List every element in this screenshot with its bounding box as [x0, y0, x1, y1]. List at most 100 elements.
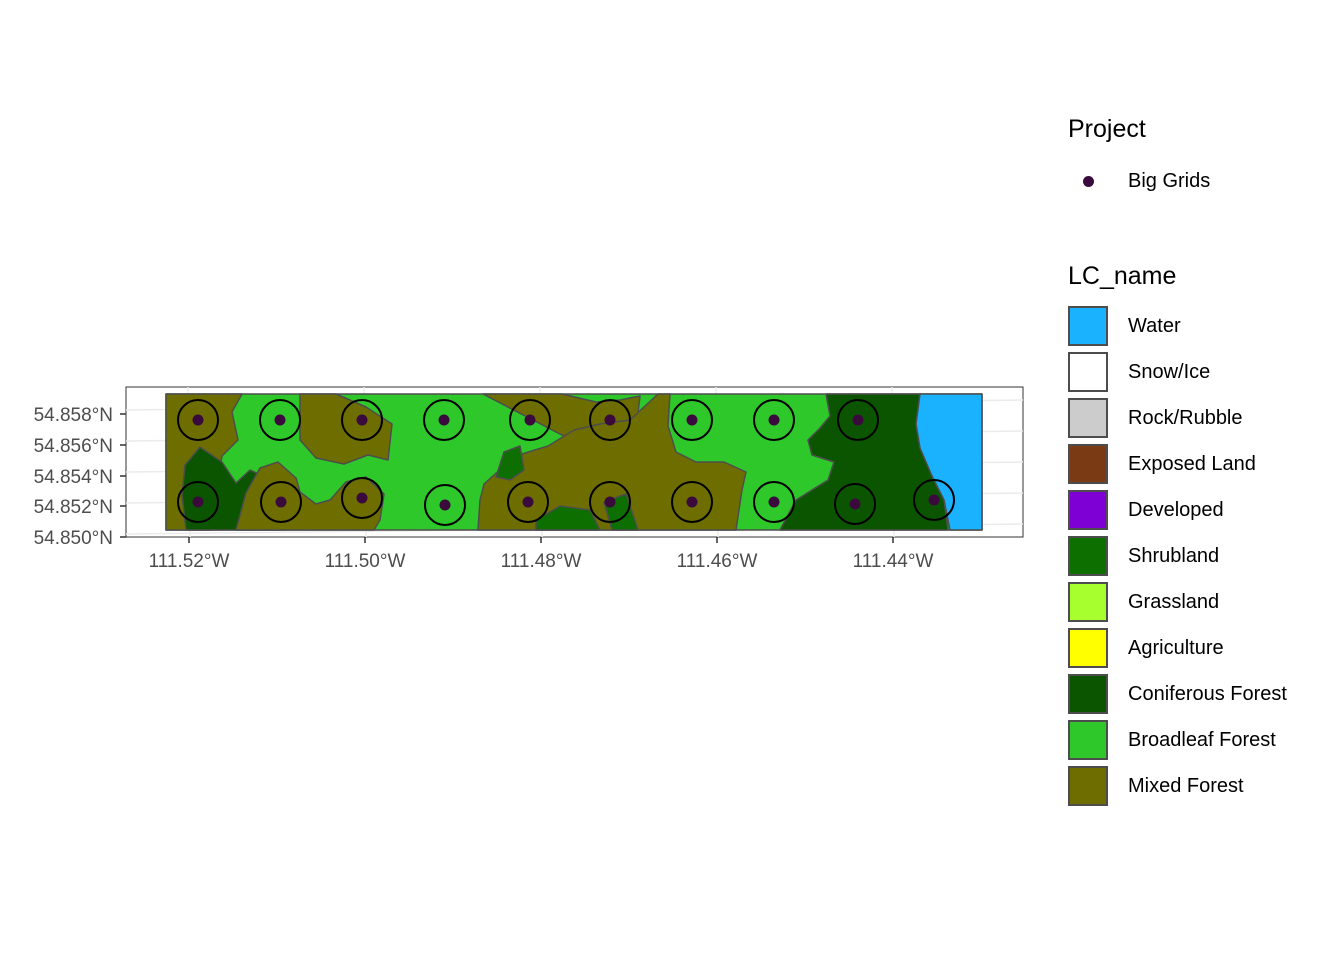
y-tick-label: 54.858°N	[34, 405, 113, 426]
grid-buffer-circle	[424, 484, 466, 526]
lc-mixed-north-1	[299, 393, 393, 465]
legend-land-cover: LC_name Water Snow/Ice Rock/Rubble Exposed …	[1068, 261, 1287, 809]
legend-lc-swatch	[1068, 628, 1108, 668]
lc-shrubland-2	[535, 505, 601, 531]
legend-lc-label: Rock/Rubble	[1128, 406, 1243, 429]
grid-point	[524, 414, 536, 426]
grid-buffer-circle	[341, 477, 383, 519]
grid-buffer-circle	[259, 399, 301, 441]
legend-lc-item: Developed	[1068, 487, 1287, 533]
grid-point	[356, 414, 368, 426]
grid-buffer-circle	[834, 483, 876, 525]
legend-lc-item: Agriculture	[1068, 625, 1287, 671]
y-tick-label: 54.856°N	[34, 436, 113, 457]
grid-buffer-circle	[671, 399, 713, 441]
grid-buffer-circle	[589, 481, 631, 523]
grid-buffer-circle	[913, 479, 955, 521]
legend-lc-swatch	[1068, 720, 1108, 760]
x-tick-label: 111.50°W	[325, 551, 406, 572]
legend-lc-title: LC_name	[1068, 262, 1177, 290]
y-tick-label: 54.850°N	[34, 528, 113, 549]
grid-point	[686, 414, 698, 426]
legend-lc-swatch	[1068, 398, 1108, 438]
x-tick-label: 111.52°W	[149, 551, 230, 572]
grid-buffer-circle	[507, 481, 549, 523]
grid-buffer-circle	[671, 481, 713, 523]
grid-buffer-circle	[837, 399, 879, 441]
x-axis: 111.52°W 111.50°W 111.48°W 111.46°W 111.44°W	[149, 537, 934, 572]
points-layer	[177, 399, 955, 526]
grid-buffer-circle	[177, 481, 219, 523]
legend-project-item: Big Grids	[1068, 158, 1210, 204]
legend-lc-label: Snow/Ice	[1128, 360, 1211, 383]
lc-water	[915, 393, 983, 531]
grid-point	[686, 496, 698, 508]
legend-lc-swatch	[1068, 444, 1108, 484]
y-axis: 54.850°N 54.852°N 54.854°N 54.856°N 54.858°N	[34, 405, 126, 549]
legend-lc-swatch	[1068, 536, 1108, 576]
legend-lc-label: Water	[1128, 314, 1181, 337]
grid-buffer-circle	[589, 399, 631, 441]
x-tick-label: 111.46°W	[677, 551, 758, 572]
lc-mixed-sw	[235, 461, 385, 531]
grid-point	[849, 498, 861, 510]
x-tick-label: 111.48°W	[501, 551, 582, 572]
grid-buffer-circle	[753, 399, 795, 441]
legend-lc-swatch	[1068, 582, 1108, 622]
legend-lc-label: Broadleaf Forest	[1128, 728, 1276, 751]
legend-lc-item: Rock/Rubble	[1068, 395, 1287, 441]
grid-buffer-circle	[341, 399, 383, 441]
grid-point	[438, 414, 450, 426]
grid-buffer-circle	[423, 399, 465, 441]
legend-lc-label: Developed	[1128, 498, 1224, 521]
grid-point	[604, 414, 616, 426]
y-tick-label: 54.852°N	[34, 497, 113, 518]
legend-lc-item: Grassland	[1068, 579, 1287, 625]
point-legend-dot	[1082, 175, 1094, 187]
grid-point	[439, 499, 451, 511]
grid-point	[768, 414, 780, 426]
grid-buffer-circle	[509, 399, 551, 441]
legend-lc-label: Agriculture	[1128, 636, 1224, 659]
legend-lc-label: Shrubland	[1128, 544, 1220, 567]
legend-project-title: Project	[1068, 115, 1146, 143]
grid-buffer-circle	[260, 481, 302, 523]
legend-lc-item: Water	[1068, 303, 1287, 349]
legend-lc-item: Mixed Forest	[1068, 763, 1287, 809]
legend-lc-label: Grassland	[1128, 590, 1220, 613]
legend-lc-label: Mixed Forest	[1128, 774, 1244, 797]
legend-lc-swatch	[1068, 490, 1108, 530]
grid-point	[604, 496, 616, 508]
grid-point	[192, 496, 204, 508]
grid-point	[852, 414, 864, 426]
legend-project-label: Big Grids	[1128, 169, 1211, 192]
grid-point	[356, 492, 368, 504]
legend-lc-label: Coniferous Forest	[1128, 682, 1287, 705]
grid-point	[928, 494, 940, 506]
x-tick-label: 111.44°W	[853, 551, 934, 572]
point-legend-key	[1068, 161, 1108, 201]
lc-shrubland-1	[495, 445, 525, 481]
grid-point	[768, 496, 780, 508]
legend-lc-swatch	[1068, 352, 1108, 392]
legend-lc-swatch	[1068, 306, 1108, 346]
land-cover-layer	[165, 393, 983, 531]
y-tick-label: 54.854°N	[34, 467, 113, 488]
legend-lc-swatch	[1068, 674, 1108, 714]
legend-lc-item: Shrubland	[1068, 533, 1287, 579]
legend-lc-swatch	[1068, 766, 1108, 806]
grid-point	[192, 414, 204, 426]
legend-lc-item: Broadleaf Forest	[1068, 717, 1287, 763]
grid-point	[522, 496, 534, 508]
legend-lc-item: Coniferous Forest	[1068, 671, 1287, 717]
grid-point	[274, 414, 286, 426]
grid-buffer-circle	[177, 399, 219, 441]
grid-point	[275, 496, 287, 508]
legend-lc-label: Exposed Land	[1128, 452, 1256, 475]
legend-lc-item: Snow/Ice	[1068, 349, 1287, 395]
legend-lc-items: Water Snow/Ice Rock/Rubble Exposed Land Deve…	[1068, 303, 1287, 809]
grid-buffer-circle	[753, 481, 795, 523]
legend-lc-item: Exposed Land	[1068, 441, 1287, 487]
legend-project: Project Big Grids	[1068, 114, 1210, 204]
